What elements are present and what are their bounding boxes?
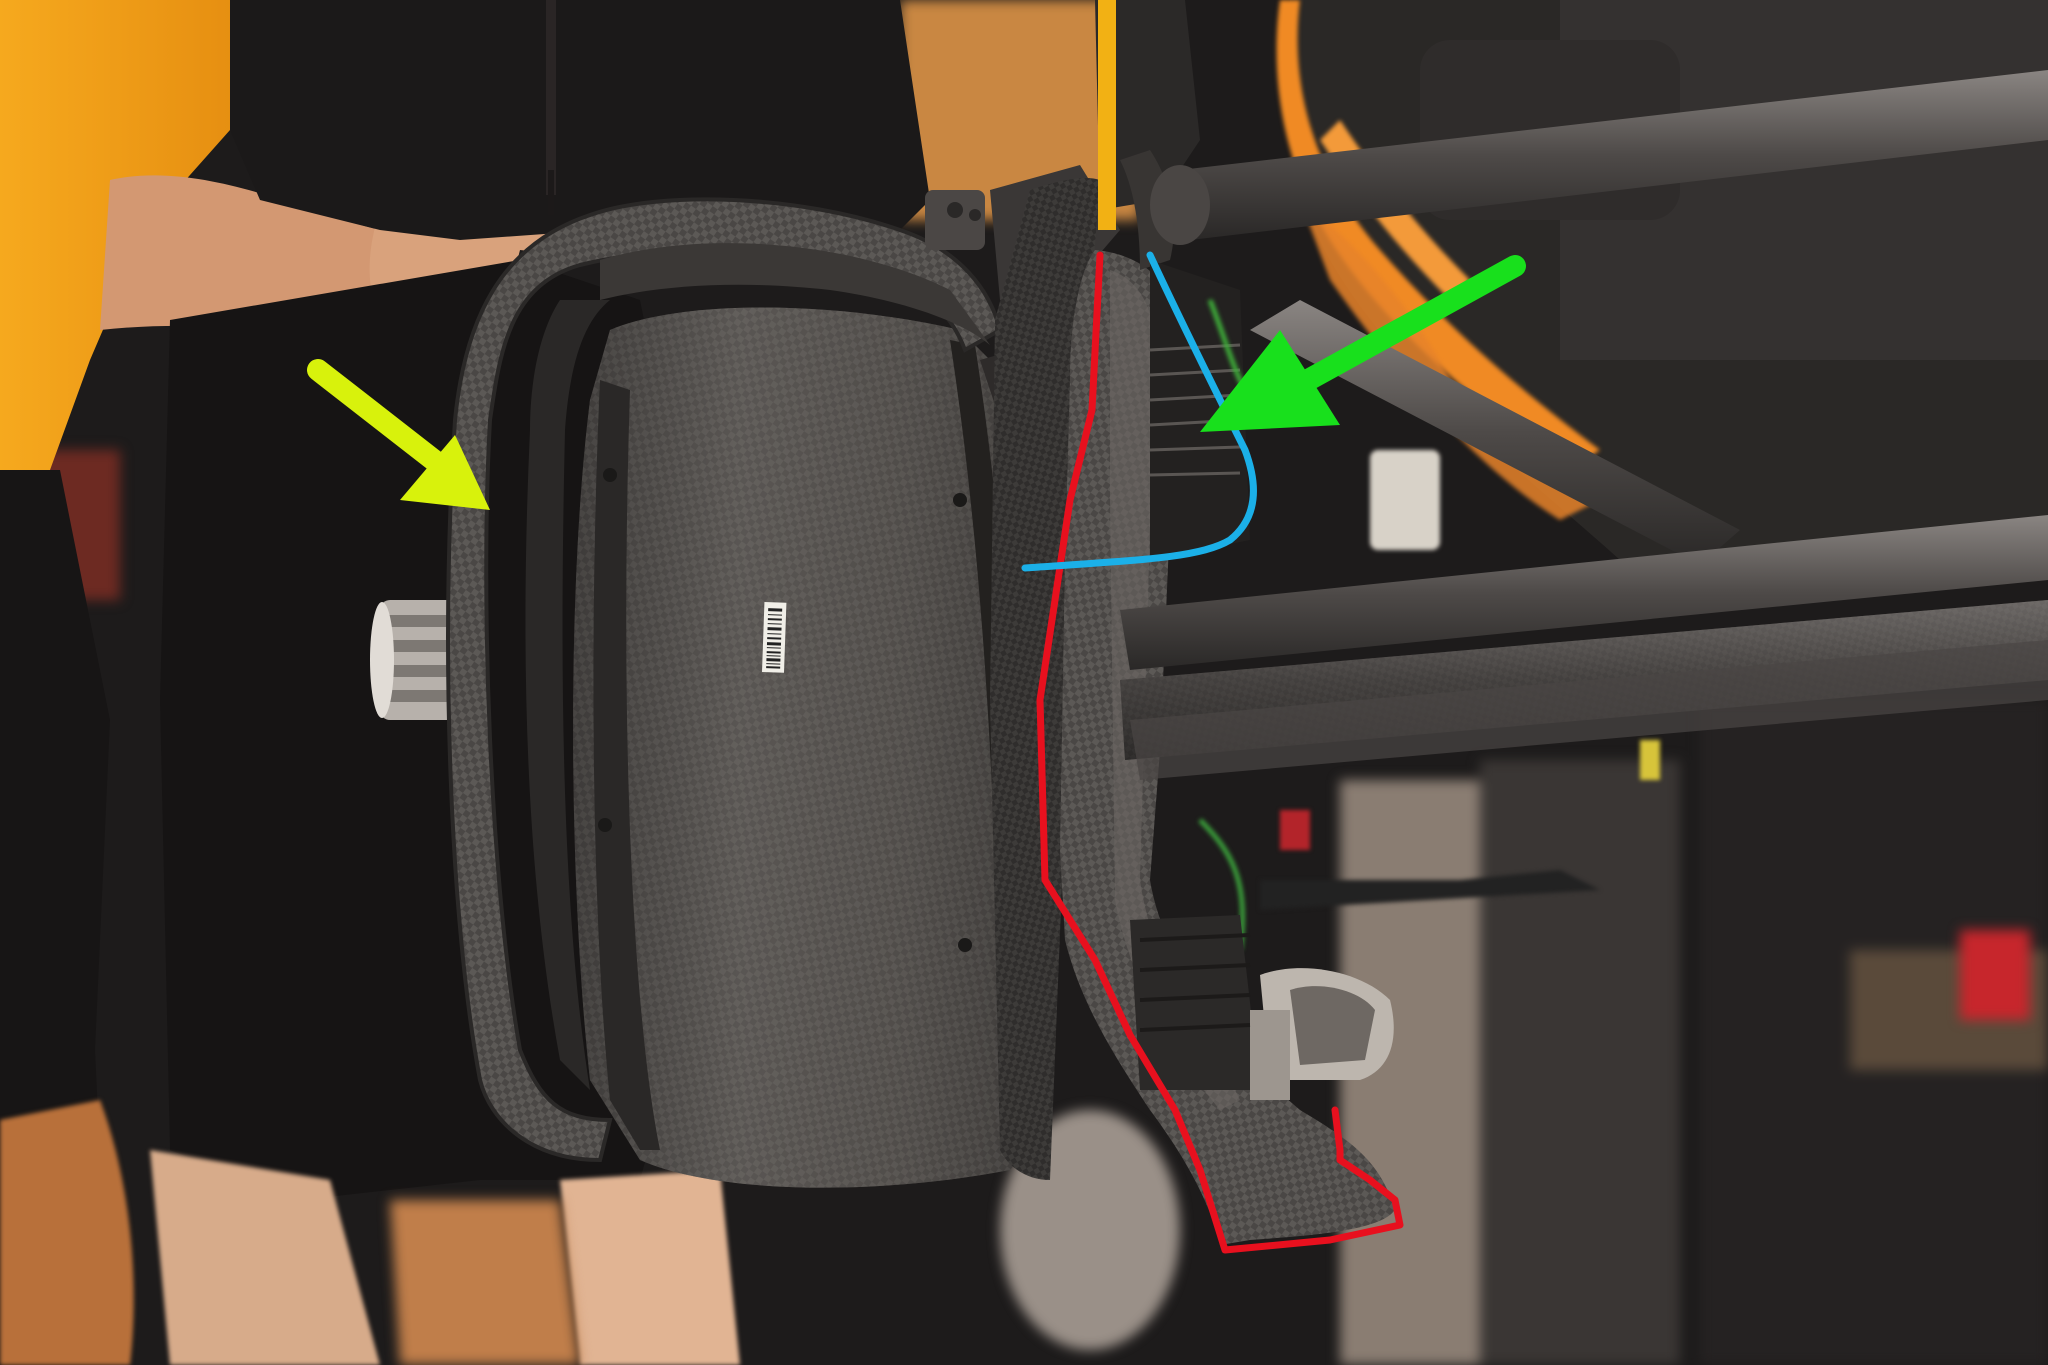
- brake-drum: [573, 307, 1050, 1188]
- bolt: [603, 468, 617, 482]
- suspension-arm-mid: [1120, 515, 2048, 670]
- green-arrow-annotation: [1200, 255, 1526, 432]
- yellow-arrow-annotation: [307, 359, 490, 510]
- drum-sticker: [762, 602, 787, 673]
- wiring: [1198, 299, 2030, 1020]
- suspension-arm-upper: [1180, 70, 2048, 240]
- suspension-arm-diagonal: [1250, 300, 1740, 565]
- screwdriver: [546, 0, 556, 195]
- bolt: [958, 938, 972, 952]
- suspension-arms: [1120, 70, 2048, 780]
- blue-outline-annotation: [1021, 251, 1257, 572]
- drum-fairing-loop: [446, 197, 1003, 1163]
- steering-arm: [1130, 640, 2048, 780]
- upper-fairing: [1095, 0, 1200, 270]
- lower-fitting: [1130, 915, 1394, 1100]
- bolt: [598, 818, 612, 832]
- red-outline-annotation: [1036, 251, 1404, 1254]
- bolt: [953, 493, 967, 507]
